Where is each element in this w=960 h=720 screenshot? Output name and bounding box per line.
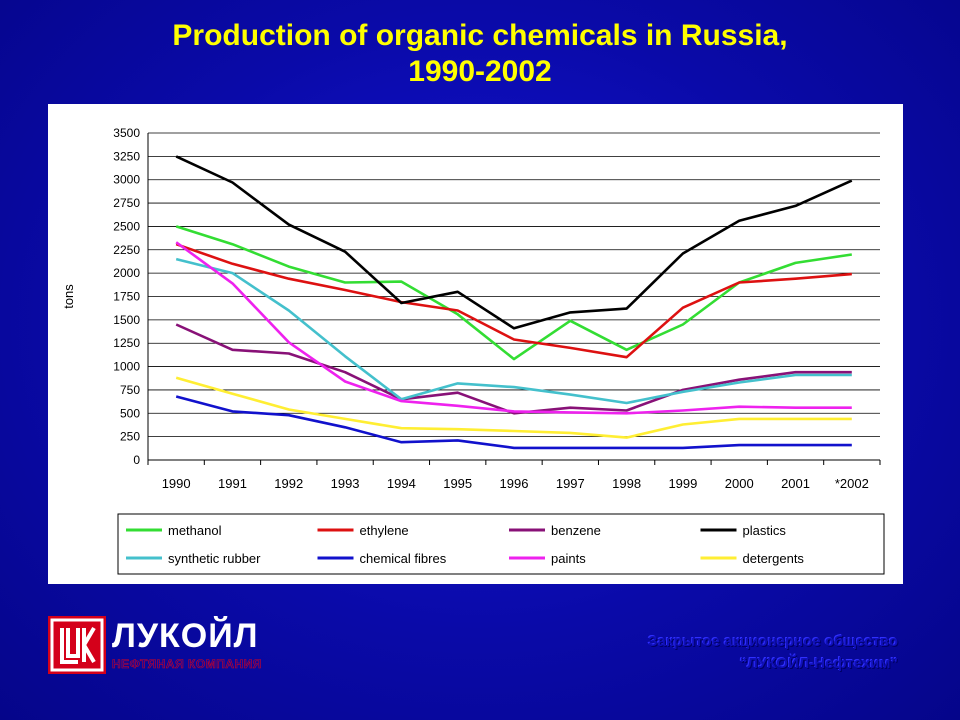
x-tick-label: 1997 — [556, 476, 585, 491]
series-line-detergents — [175, 376, 852, 439]
company-name: Закрытое акционерное общество “ЛУКОЙЛ-Не… — [648, 631, 898, 675]
x-tick-label: 1991 — [218, 476, 247, 491]
series-line-chemical-fibres — [175, 395, 852, 450]
legend-label: ethylene — [360, 523, 409, 538]
legend-label: synthetic rubber — [168, 551, 261, 566]
y-tick-label: 2500 — [113, 219, 140, 233]
legend-label: chemical fibres — [360, 551, 447, 566]
y-tick-label: 3000 — [113, 173, 140, 187]
legend-label: benzene — [551, 523, 601, 538]
legend-label: paints — [551, 551, 586, 566]
y-tick-label: 1750 — [113, 290, 140, 304]
slide-title-line2: 1990-2002 — [408, 55, 552, 88]
company-line2: “ЛУКОЙЛ-Нефтехим” — [739, 655, 898, 672]
legend-label: methanol — [168, 523, 222, 538]
y-tick-label: 2250 — [113, 243, 140, 257]
x-tick-label: 2001 — [781, 476, 810, 491]
series-line-paints — [175, 241, 852, 415]
company-logo: ЛУКОЙЛ НЕФТЯНАЯ КОМПАНИЯ — [48, 616, 288, 678]
y-tick-label: 3500 — [113, 126, 140, 140]
x-tick-label: 1998 — [612, 476, 641, 491]
y-tick-label: 2750 — [113, 196, 140, 210]
x-tick-label: 1996 — [500, 476, 529, 491]
x-tick-label: 1995 — [443, 476, 472, 491]
y-axis-label: tons — [61, 284, 76, 309]
legend-label: plastics — [743, 523, 787, 538]
y-tick-label: 1000 — [113, 360, 140, 374]
logo-name: ЛУКОЙЛ — [112, 617, 259, 655]
legend-label: detergents — [743, 551, 805, 566]
series-line-benzene — [175, 323, 852, 415]
legend — [117, 513, 885, 575]
y-tick-label: 0 — [133, 453, 140, 467]
y-tick-label: 2000 — [113, 266, 140, 280]
x-tick-label: 2000 — [725, 476, 754, 491]
y-tick-label: 500 — [120, 406, 140, 420]
x-tick-label: 1994 — [387, 476, 416, 491]
x-tick-label: 1993 — [331, 476, 360, 491]
y-tick-label: 250 — [120, 430, 140, 444]
chart-panel: 0 250 500 750 1000 1250 1500 1750 2000 2250 2500 27… — [48, 104, 903, 584]
lukoil-logo-mark-icon — [48, 616, 106, 674]
y-tick-label: 750 — [120, 383, 140, 397]
series-line-synthetic-rubber — [175, 257, 852, 405]
x-tick-label: *2002 — [835, 476, 869, 491]
company-line1: Закрытое акционерное общество — [648, 633, 898, 650]
series-line-plastics — [175, 155, 853, 330]
x-tick-label: 1999 — [668, 476, 697, 491]
x-tick-label: 1990 — [162, 476, 191, 491]
series-line-ethylene — [175, 242, 852, 359]
line-chart: 0 250 500 750 1000 1250 1500 1750 2000 2250 2500 27… — [61, 126, 885, 575]
y-tick-label: 3250 — [113, 149, 140, 163]
logo-subtitle: НЕФТЯНАЯ КОМПАНИЯ — [112, 657, 262, 672]
y-tick-label: 1250 — [113, 336, 140, 350]
slide-title-line1: Production of organic chemicals in Russi… — [172, 19, 788, 52]
y-tick-label: 1500 — [113, 313, 140, 327]
x-tick-label: 1992 — [274, 476, 303, 491]
slide-title: Production of organic chemicals in Russi… — [0, 18, 960, 90]
